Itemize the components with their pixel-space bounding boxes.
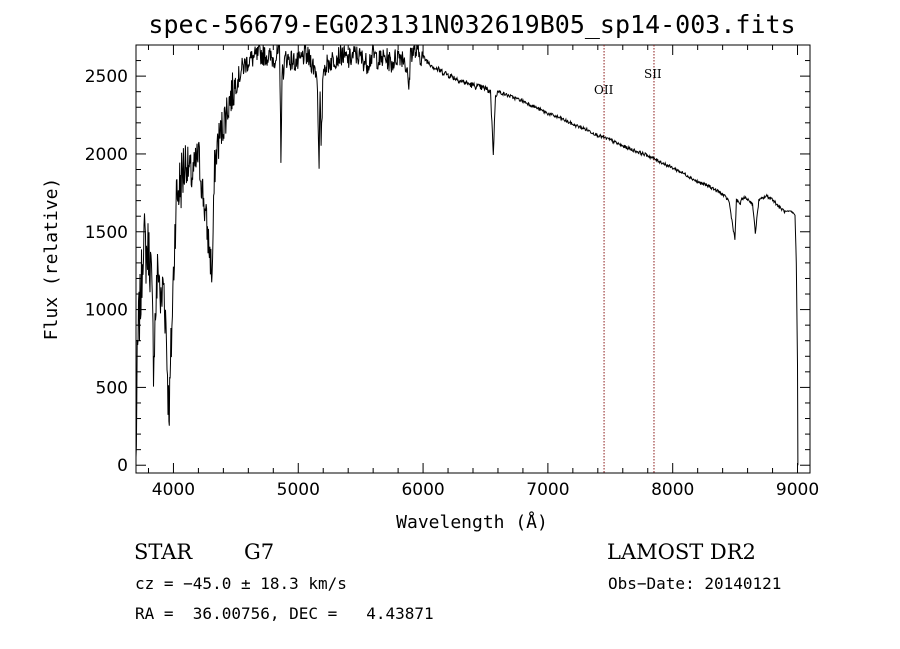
x-tick-label: 7000 xyxy=(526,480,569,500)
annotation-label: OII xyxy=(594,83,614,97)
y-tick-label: 2500 xyxy=(85,67,128,87)
x-tick-label: 8000 xyxy=(651,480,694,500)
coordinates: RA = 36.00756, DEC = 4.43871 xyxy=(135,604,434,623)
y-tick-label: 1000 xyxy=(85,301,128,321)
x-tick-label: 9000 xyxy=(776,480,819,500)
spectrum-line xyxy=(135,44,799,466)
plot-area: 4000 5000 6000 7000 8000 9000 0 500 1000 1500 2000… xyxy=(85,44,819,500)
redshift-velocity: cz = −45.0 ± 18.3 km/s xyxy=(135,574,347,593)
x-tick-label: 6000 xyxy=(401,480,444,500)
y-tick-label: 2000 xyxy=(85,145,128,165)
y-tick-label: 1500 xyxy=(85,223,128,243)
object-subclass: G7 xyxy=(244,540,274,564)
x-tick-label: 5000 xyxy=(277,480,320,500)
survey-name: LAMOST DR2 xyxy=(607,540,756,564)
x-axis-label: Wavelength (Å) xyxy=(396,511,548,533)
chart-title: spec-56679-EG023131N032619B05_sp14-003.f… xyxy=(148,10,795,39)
observation-date: Obs−Date: 20140121 xyxy=(608,574,781,593)
y-axis-label: Flux (relative) xyxy=(41,178,62,341)
plot-frame xyxy=(135,44,811,474)
annotation-label: SII xyxy=(644,67,662,81)
object-class: STAR xyxy=(134,540,193,564)
y-tick-label: 0 xyxy=(117,456,128,476)
x-tick-label: 4000 xyxy=(152,480,195,500)
y-tick-label: 500 xyxy=(96,378,128,398)
